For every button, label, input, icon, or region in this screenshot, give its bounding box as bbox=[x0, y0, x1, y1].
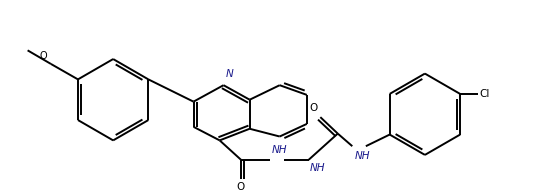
Text: N: N bbox=[226, 69, 233, 79]
Text: O: O bbox=[237, 182, 245, 192]
Text: O: O bbox=[39, 51, 47, 61]
Text: O: O bbox=[309, 103, 318, 113]
Text: NH: NH bbox=[272, 145, 287, 155]
Text: Cl: Cl bbox=[480, 89, 490, 99]
Text: NH: NH bbox=[354, 151, 370, 161]
Text: NH: NH bbox=[310, 163, 325, 173]
